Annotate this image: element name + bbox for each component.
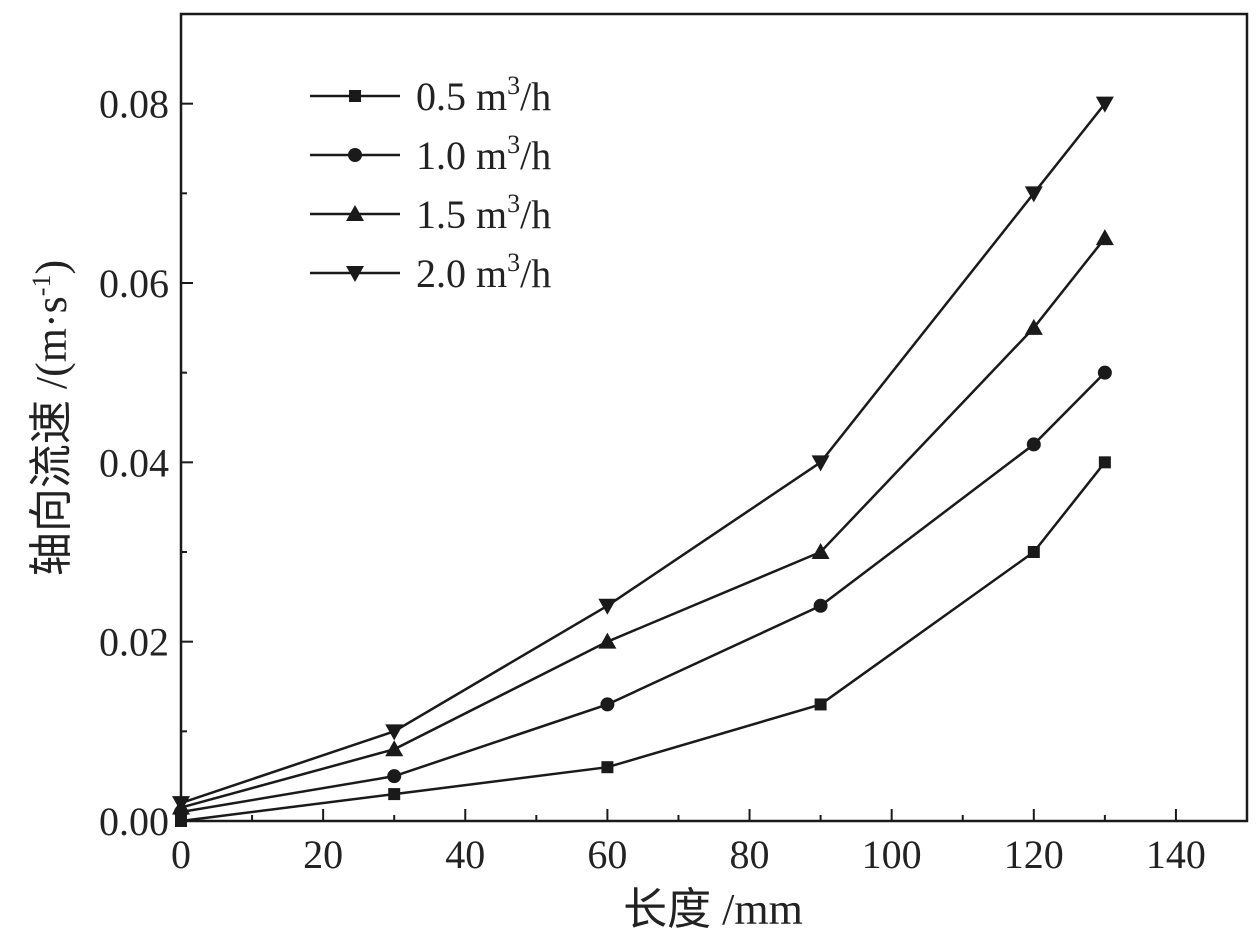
data-point: [387, 769, 402, 784]
x-tick-label: 60: [587, 832, 627, 877]
data-point: [1097, 365, 1112, 380]
data-point: [600, 697, 615, 712]
data-point: [598, 598, 617, 615]
data-point: [172, 796, 190, 813]
x-tick-label: 0: [171, 832, 191, 877]
y-axis-title: 轴向流速 /(m·s-1): [27, 260, 76, 576]
data-point: [814, 698, 827, 711]
data-point: [1095, 229, 1114, 246]
legend-marker: [348, 148, 362, 162]
legend-label: 1.5 m3/h: [416, 189, 551, 237]
data-point: [601, 761, 614, 774]
legend-item: 2.0 m3/h: [310, 248, 551, 296]
legend-item: 1.0 m3/h: [310, 130, 551, 178]
legend-item: 1.5 m3/h: [310, 189, 551, 237]
series-line: [180, 371, 1106, 814]
y-axis-title-sup: -1: [27, 275, 56, 297]
y-axis: 0.00 0.02 0.04 0.06 0.08: [99, 13, 193, 844]
data-point: [385, 724, 404, 741]
legend-label-sup: 3: [507, 248, 520, 277]
data-point: [388, 788, 401, 801]
data-point: [385, 740, 404, 757]
legend-label: 1.0 m3/h: [416, 130, 551, 178]
series-2: [174, 365, 1112, 820]
legend-label-sup: 3: [507, 189, 520, 218]
data-point: [1027, 546, 1040, 558]
legend: 0.5 m3/h1.0 m3/h1.5 m3/h2.0 m3/h: [310, 71, 551, 296]
series-1: [175, 456, 1111, 827]
series-layer: [172, 96, 1114, 827]
y-axis-title-end: ): [27, 260, 76, 275]
data-point: [1095, 96, 1114, 113]
plot-border: [179, 12, 1249, 823]
legend-label-end: /h: [520, 74, 551, 119]
legend-label-end: /h: [520, 133, 551, 178]
legend-marker: [346, 205, 364, 221]
series-line: [180, 237, 1106, 809]
x-tick-label: 20: [303, 832, 343, 877]
y-tick-label: 0.00: [99, 799, 169, 844]
data-point: [1024, 186, 1043, 203]
legend-label-sup: 3: [507, 130, 520, 159]
legend-item: 0.5 m3/h: [310, 71, 551, 119]
plot-frame: [179, 12, 1249, 823]
legend-label-main: 0.5 m: [416, 74, 507, 119]
data-point: [811, 455, 830, 472]
x-tick-label: 80: [730, 832, 770, 877]
x-axis-title: 长度 /mm: [623, 885, 803, 934]
series-3: [172, 229, 1114, 815]
x-tick-label: 40: [445, 832, 485, 877]
data-point: [1026, 437, 1041, 452]
legend-label-main: 2.0 m: [416, 251, 507, 296]
legend-label-sup: 3: [507, 71, 520, 100]
y-tick-label: 0.06: [99, 261, 169, 306]
data-point: [1024, 318, 1043, 335]
y-tick-label: 0.02: [99, 620, 169, 665]
y-tick-label: 0.04: [99, 440, 169, 485]
legend-label-end: /h: [520, 192, 551, 237]
data-point: [811, 543, 830, 559]
data-point: [598, 632, 617, 649]
series-4: [172, 96, 1114, 813]
x-tick-label: 120: [1004, 832, 1064, 877]
legend-marker: [346, 266, 364, 282]
legend-marker: [349, 90, 361, 102]
legend-label: 2.0 m3/h: [416, 248, 551, 296]
data-point: [813, 598, 828, 613]
x-tick-label: 140: [1146, 832, 1206, 877]
legend-label-end: /h: [520, 251, 551, 296]
x-tick-label: 100: [862, 832, 922, 877]
legend-label-main: 1.5 m: [416, 192, 507, 237]
y-tick-label: 0.08: [99, 82, 169, 127]
data-point: [1098, 456, 1111, 469]
series-line: [180, 102, 1106, 805]
x-axis: 0 20 40 60 80 100 120 140: [171, 809, 1206, 877]
legend-label: 0.5 m3/h: [416, 71, 551, 119]
series-line: [180, 461, 1106, 823]
legend-label-main: 1.0 m: [416, 133, 507, 178]
y-axis-title-main: 轴向流速 /(m·s: [27, 296, 76, 576]
